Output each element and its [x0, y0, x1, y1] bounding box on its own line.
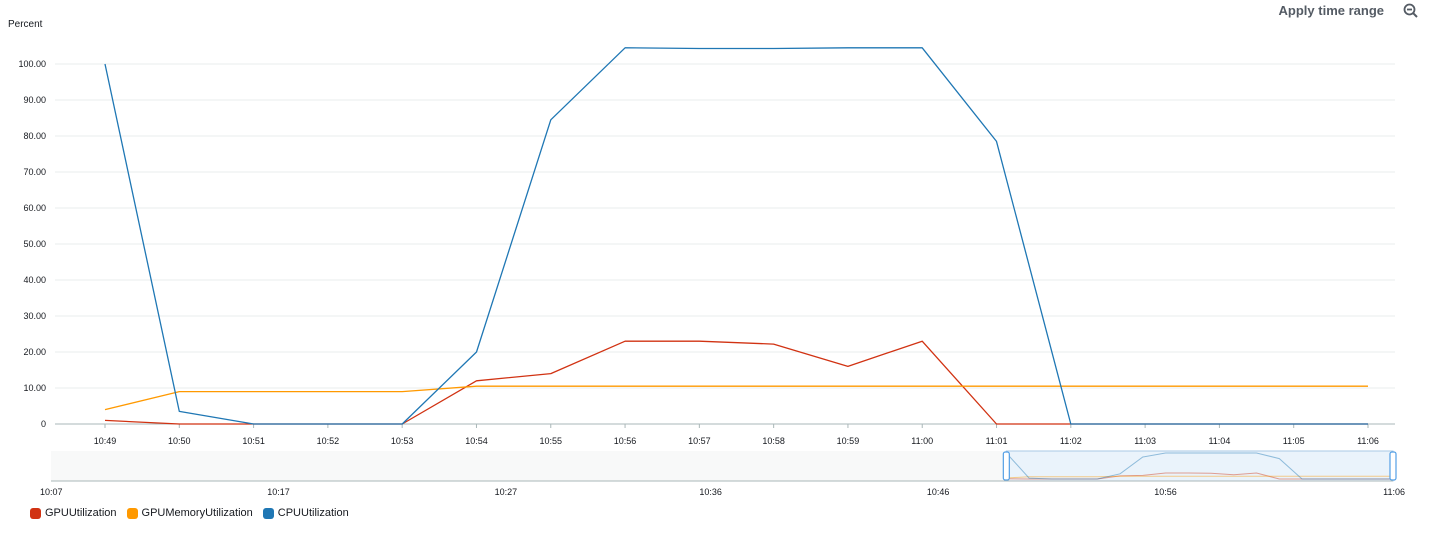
- navigator-tick-label: 10:56: [1154, 487, 1177, 497]
- navigator-handle[interactable]: [1002, 451, 1010, 481]
- y-tick-label: 60.00: [23, 203, 46, 213]
- apply-time-range-button[interactable]: Apply time range: [1278, 3, 1384, 18]
- x-tick-label: 10:53: [391, 436, 414, 446]
- x-tick-label: 10:57: [688, 436, 711, 446]
- x-tick-label: 11:01: [986, 436, 1008, 446]
- series-line-GPUUtilization: [104, 340, 1368, 425]
- x-tick-label: 10:50: [168, 436, 191, 446]
- y-tick-label: 50.00: [23, 239, 46, 249]
- legend-swatch: [30, 507, 41, 519]
- x-tick-label: 11:06: [1357, 436, 1379, 446]
- x-tick-label: 11:00: [911, 436, 933, 446]
- line-chart: Percent 0 10.00 20.00 30.00 40.00 50.00 60.00 7…: [8, 19, 1405, 497]
- y-tick-label: 80.00: [23, 131, 46, 141]
- x-tick-label: 10:52: [317, 436, 340, 446]
- series-line-GPUMemoryUtilization: [104, 385, 1368, 411]
- navigator-tick-label: 10:17: [267, 487, 290, 497]
- navigator-tick-label: 10:07: [40, 487, 63, 497]
- legend-item-GPUUtilization[interactable]: GPUUtilization: [30, 507, 117, 519]
- y-tick-label: 0: [41, 419, 46, 429]
- x-tick-label: 11:03: [1134, 436, 1156, 446]
- time-range-navigator[interactable]: 10:07 10:17 10:27 10:36 10:46 10:56 11:06: [40, 450, 1405, 497]
- y-tick-label: 90.00: [23, 95, 46, 105]
- legend-item-GPUMemoryUtilization[interactable]: GPUMemoryUtilization: [126, 507, 253, 519]
- legend: GPUUtilization GPUMemoryUtilization CPUUti…: [30, 507, 349, 519]
- legend-label: GPUMemoryUtilization: [141, 507, 253, 519]
- navigator-line-GPUUtilization: [1006, 472, 1393, 480]
- y-tick-label: 20.00: [23, 347, 46, 357]
- x-tick-label: 10:51: [242, 436, 265, 446]
- x-tick-label: 11:02: [1060, 436, 1082, 446]
- x-axis-ticks: 10:49 10:50 10:51 10:52 10:53 10:54 10:55 10:56…: [94, 424, 1379, 446]
- x-tick-label: 10:55: [539, 436, 562, 446]
- legend-label: GPUUtilization: [45, 507, 117, 519]
- legend-item-CPUUtilization[interactable]: CPUUtilization: [262, 507, 349, 519]
- navigator-line-GPUMemoryUtilization: [1006, 475, 1393, 479]
- navigator-line-CPUUtilization: [1005, 452, 1393, 480]
- y-tick-label: 10.00: [23, 383, 46, 393]
- chart-toolbar: Apply time range: [1132, 0, 1432, 22]
- y-tick-label: 30.00: [23, 311, 46, 321]
- y-tick-label: 40.00: [23, 275, 46, 285]
- x-tick-label: 10:58: [762, 436, 785, 446]
- y-tick-label: 70.00: [23, 167, 46, 177]
- zoom-out-icon: [1403, 3, 1418, 18]
- y-axis-label: Percent: [8, 19, 43, 30]
- x-tick-label: 10:56: [614, 436, 637, 446]
- series-lines: [104, 47, 1368, 425]
- y-tick-label: 100.00: [18, 59, 46, 69]
- navigator-selection[interactable]: [1005, 450, 1394, 482]
- x-tick-label: 10:59: [837, 436, 860, 446]
- navigator-tick-label: 11:06: [1383, 487, 1405, 497]
- navigator-tick-label: 10:27: [495, 487, 518, 497]
- grid-lines: [55, 63, 1395, 425]
- zoom-out-button[interactable]: [1402, 2, 1420, 20]
- y-axis-ticks: 0 10.00 20.00 30.00 40.00 50.00 60.00 70.00 80.0…: [18, 59, 46, 429]
- navigator-tick-label: 10:36: [699, 487, 722, 497]
- x-tick-label: 10:49: [94, 436, 117, 446]
- x-tick-label: 10:54: [465, 436, 488, 446]
- navigator-tick-label: 10:46: [927, 487, 950, 497]
- navigator-handle[interactable]: [1389, 451, 1397, 481]
- legend-label: CPUUtilization: [277, 507, 349, 519]
- legend-swatch: [126, 507, 138, 519]
- x-tick-label: 11:05: [1283, 436, 1305, 446]
- x-tick-label: 11:04: [1208, 436, 1230, 446]
- series-line-CPUUtilization: [104, 47, 1368, 425]
- legend-swatch: [262, 507, 274, 519]
